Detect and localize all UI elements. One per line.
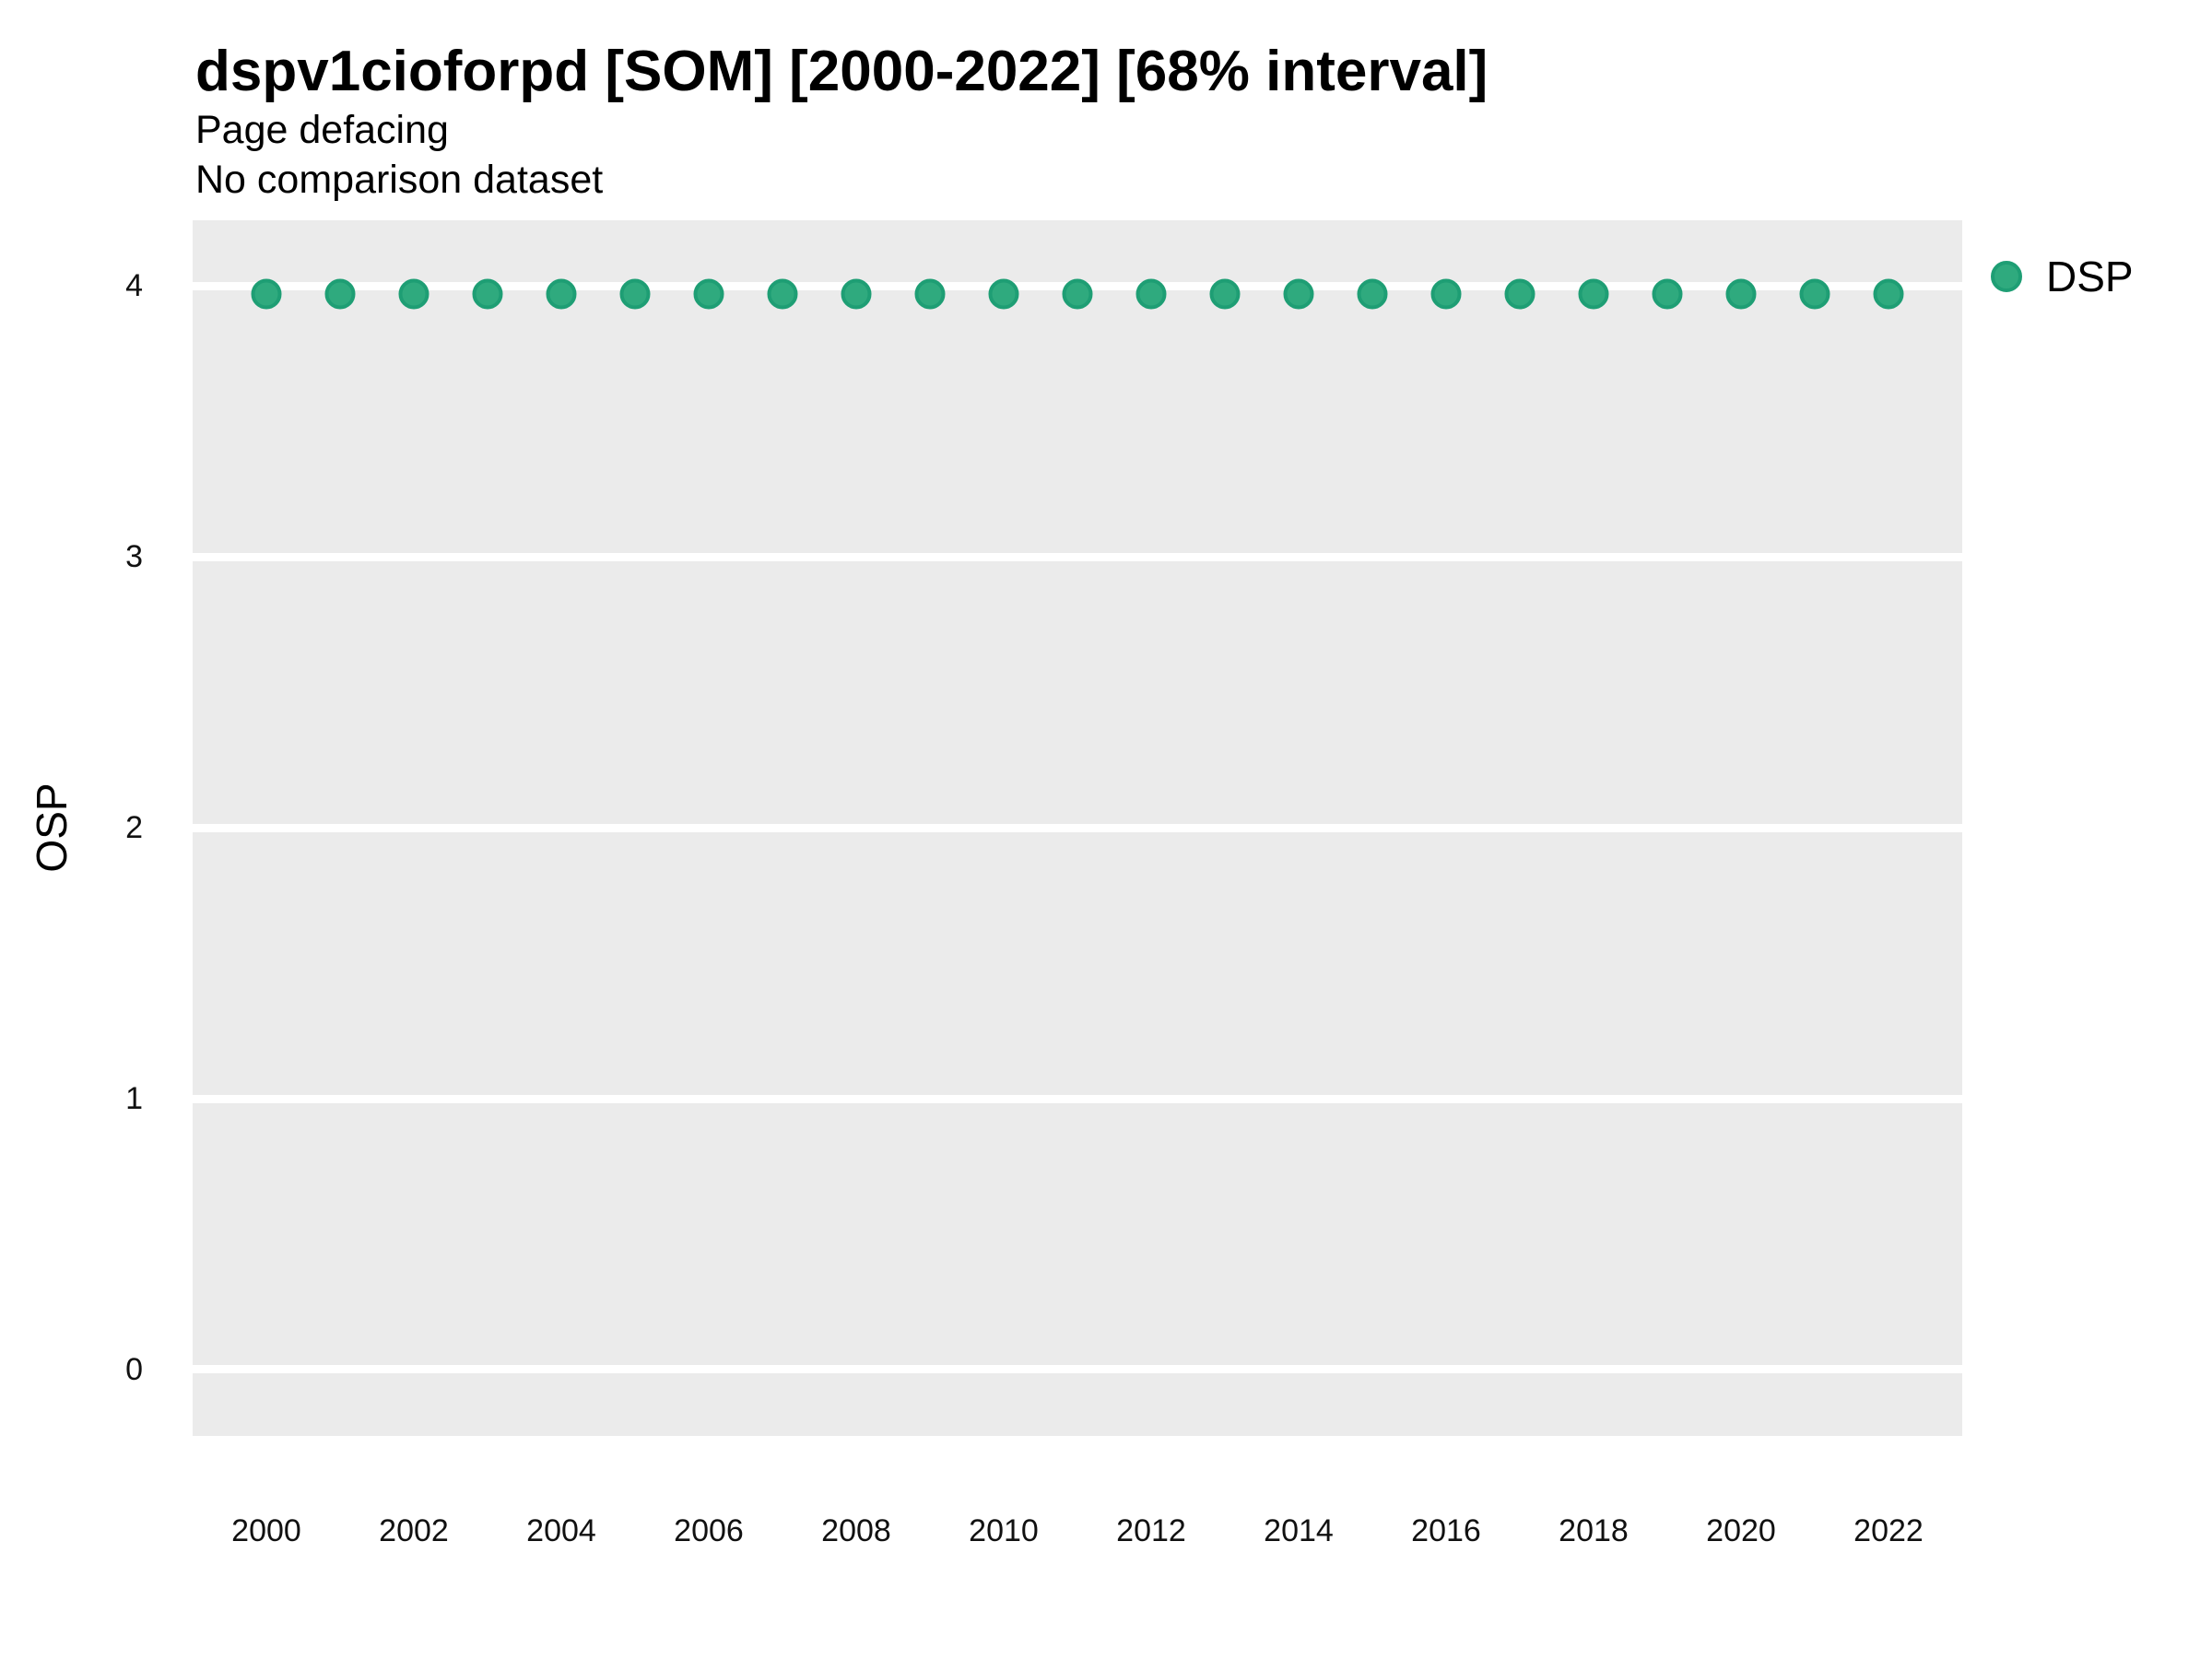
gridline-y-1	[193, 1094, 1962, 1103]
x-tick-label-2008: 2008	[821, 1513, 891, 1548]
x-tick-label-2010: 2010	[969, 1513, 1039, 1548]
data-point-dsp-2001	[324, 278, 356, 310]
x-tick-label-2018: 2018	[1559, 1513, 1629, 1548]
x-tick-label-2014: 2014	[1264, 1513, 1334, 1548]
chart-title: dspv1cioforpd [SOM] [2000-2022] [68% int…	[195, 40, 1488, 103]
data-point-dsp-2003	[472, 278, 503, 310]
x-tick-label-2022: 2022	[1853, 1513, 1924, 1548]
x-tick-label-2000: 2000	[231, 1513, 301, 1548]
x-tick-label-2020: 2020	[1706, 1513, 1776, 1548]
data-point-dsp-2000	[251, 278, 282, 310]
legend-marker-circle-icon	[1991, 261, 2022, 292]
plot-area	[193, 220, 1962, 1436]
data-point-dsp-2015	[1357, 278, 1388, 310]
data-point-dsp-2018	[1578, 278, 1609, 310]
x-tick-label-2016: 2016	[1411, 1513, 1481, 1548]
data-point-dsp-2007	[767, 278, 798, 310]
data-point-dsp-2002	[398, 278, 429, 310]
data-point-dsp-2009	[914, 278, 946, 310]
data-point-dsp-2016	[1430, 278, 1462, 310]
y-tick-label-0: 0	[125, 1351, 143, 1387]
data-point-dsp-2005	[619, 278, 651, 310]
data-point-dsp-2014	[1283, 278, 1314, 310]
x-tick-label-2012: 2012	[1116, 1513, 1186, 1548]
chart-subtitle-line2: No comparison dataset	[195, 158, 604, 202]
gridline-y-2	[193, 823, 1962, 832]
data-point-dsp-2022	[1873, 278, 1904, 310]
data-point-dsp-2019	[1652, 278, 1683, 310]
y-tick-label-1: 1	[125, 1081, 143, 1117]
data-point-dsp-2008	[841, 278, 872, 310]
legend-label: DSP	[2046, 253, 2134, 300]
y-tick-label-2: 2	[125, 810, 143, 846]
chart-subtitle-line1: Page defacing	[195, 108, 449, 152]
legend: DSP	[1991, 252, 2134, 301]
y-tick-label-3: 3	[125, 539, 143, 575]
data-point-dsp-2006	[693, 278, 724, 310]
data-point-dsp-2020	[1725, 278, 1757, 310]
data-point-dsp-2021	[1799, 278, 1830, 310]
gridline-y-3	[193, 552, 1962, 561]
x-tick-label-2004: 2004	[526, 1513, 596, 1548]
x-tick-label-2006: 2006	[674, 1513, 744, 1548]
x-tick-label-2002: 2002	[379, 1513, 449, 1548]
data-point-dsp-2012	[1135, 278, 1167, 310]
data-point-dsp-2017	[1504, 278, 1535, 310]
y-tick-label-4: 4	[125, 268, 143, 304]
gridline-y-0	[193, 1365, 1962, 1374]
data-point-dsp-2013	[1209, 278, 1241, 310]
data-point-dsp-2011	[1062, 278, 1093, 310]
data-point-dsp-2004	[546, 278, 577, 310]
data-point-dsp-2010	[988, 278, 1019, 310]
